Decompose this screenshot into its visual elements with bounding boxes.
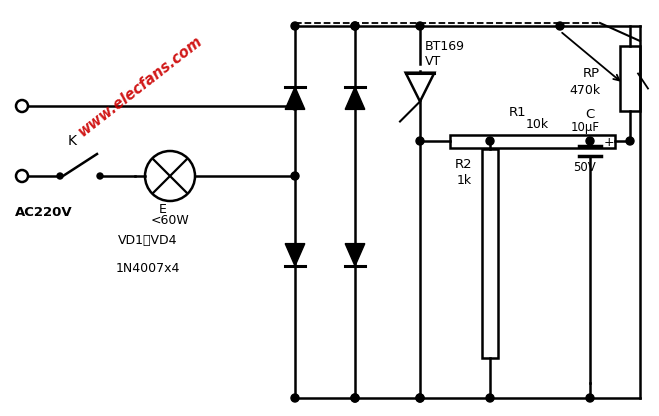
Text: E: E bbox=[159, 203, 167, 216]
Bar bbox=[450, 134, 615, 148]
Circle shape bbox=[486, 137, 494, 145]
Circle shape bbox=[291, 172, 299, 180]
Circle shape bbox=[291, 22, 299, 30]
Circle shape bbox=[351, 394, 359, 402]
Circle shape bbox=[291, 102, 299, 110]
Polygon shape bbox=[285, 244, 305, 266]
Text: C: C bbox=[585, 108, 594, 121]
Circle shape bbox=[97, 173, 103, 179]
Text: R2: R2 bbox=[454, 158, 472, 171]
Text: <60W: <60W bbox=[151, 214, 189, 227]
Text: VD1～VD4: VD1～VD4 bbox=[118, 234, 178, 247]
Text: BT169: BT169 bbox=[425, 40, 465, 53]
Circle shape bbox=[291, 394, 299, 402]
Circle shape bbox=[351, 22, 359, 30]
Circle shape bbox=[57, 173, 63, 179]
Circle shape bbox=[416, 394, 424, 402]
Bar bbox=[482, 149, 498, 358]
Text: +: + bbox=[604, 136, 615, 149]
Bar bbox=[620, 46, 640, 111]
Circle shape bbox=[556, 22, 564, 30]
Text: VT: VT bbox=[425, 54, 442, 68]
Circle shape bbox=[626, 137, 634, 145]
Polygon shape bbox=[345, 87, 365, 109]
Text: AC220V: AC220V bbox=[15, 206, 72, 219]
Text: 50V: 50V bbox=[573, 161, 596, 174]
Text: www.elecfans.com: www.elecfans.com bbox=[75, 33, 205, 139]
Circle shape bbox=[586, 394, 594, 402]
Circle shape bbox=[416, 137, 424, 145]
Text: K: K bbox=[67, 134, 76, 148]
Text: RP: RP bbox=[583, 67, 600, 80]
Circle shape bbox=[351, 22, 359, 30]
Polygon shape bbox=[285, 87, 305, 109]
Circle shape bbox=[486, 394, 494, 402]
Polygon shape bbox=[405, 73, 434, 102]
Text: 1N4007x4: 1N4007x4 bbox=[116, 262, 180, 275]
Text: 10μF: 10μF bbox=[571, 121, 600, 134]
Circle shape bbox=[351, 394, 359, 402]
Polygon shape bbox=[345, 244, 365, 266]
Circle shape bbox=[416, 394, 424, 402]
Text: 10k: 10k bbox=[526, 118, 549, 131]
Text: 1k: 1k bbox=[457, 174, 472, 188]
Text: R1: R1 bbox=[509, 106, 527, 119]
Circle shape bbox=[416, 22, 424, 30]
Circle shape bbox=[586, 137, 594, 145]
Text: 470k: 470k bbox=[569, 84, 600, 97]
